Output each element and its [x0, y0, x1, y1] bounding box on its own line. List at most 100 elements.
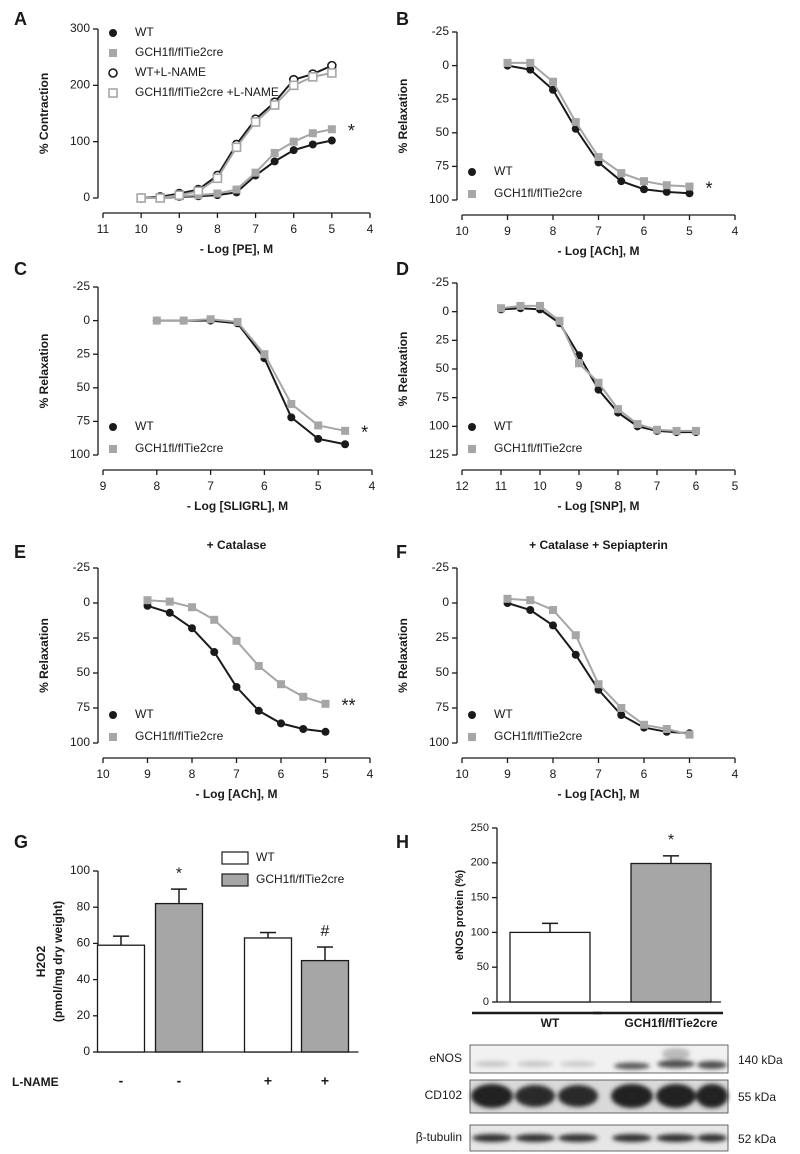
panel-letter: A	[14, 9, 27, 29]
marker	[109, 49, 117, 57]
y-axis-label: H2O2	[34, 946, 48, 978]
y-tick-label: 40	[77, 972, 91, 986]
x-tick-label: 5	[686, 224, 693, 238]
bar	[300, 959, 350, 1053]
y-tick-label: 25	[436, 630, 450, 644]
marker	[662, 187, 671, 196]
x-tick-label: 8	[615, 479, 622, 493]
x-axis-label: - Log [ACh], M	[558, 244, 640, 258]
marker	[503, 58, 512, 67]
y-tick-label: 0	[83, 190, 90, 204]
marker	[152, 316, 161, 325]
marker	[188, 603, 196, 612]
y-tick-label: 100	[429, 419, 449, 433]
marker	[308, 140, 317, 149]
marker	[213, 189, 222, 198]
x-tick-label: 6	[278, 767, 285, 781]
marker	[250, 117, 261, 127]
marker	[233, 317, 242, 326]
marker	[269, 100, 280, 110]
marker	[468, 733, 476, 741]
y-tick-label: 25	[77, 630, 91, 644]
x-tick-label: 10	[96, 767, 110, 781]
marker	[270, 148, 279, 157]
bar	[630, 862, 712, 1003]
panel-letter: C	[14, 259, 27, 279]
marker	[206, 315, 215, 324]
marker	[617, 169, 626, 178]
marker	[468, 190, 476, 198]
blot-label: CD102	[425, 1088, 463, 1102]
marker	[526, 65, 535, 74]
bar	[509, 931, 591, 1003]
x-axis-label: - Log [SLIGRL], M	[187, 499, 288, 513]
blot-label: β-tubulin	[416, 1130, 462, 1144]
significance-mark: *	[176, 865, 182, 882]
marker	[288, 80, 299, 91]
y-tick-label: -25	[432, 560, 450, 574]
marker	[549, 85, 557, 94]
marker	[108, 88, 118, 98]
x-tick-label: 9	[504, 224, 511, 238]
marker	[299, 725, 308, 733]
x-tick-label: 4	[732, 767, 739, 781]
marker	[327, 68, 337, 78]
x-tick-label: +	[264, 1073, 272, 1089]
series-line	[147, 604, 326, 733]
legend-swatch	[221, 851, 249, 865]
x-tick-label: 7	[207, 479, 214, 493]
marker	[549, 621, 557, 630]
bar	[96, 944, 146, 1053]
x-tick-label: 5	[315, 479, 322, 493]
x-tick-label: 9	[504, 767, 511, 781]
marker	[289, 137, 298, 146]
series-line	[507, 64, 690, 195]
marker	[571, 118, 580, 127]
y-tick-label: 250	[471, 822, 489, 834]
y-tick-label: 150	[471, 892, 489, 904]
marker	[299, 692, 308, 701]
y-tick-label: 0	[83, 595, 90, 609]
marker	[270, 157, 279, 166]
blot-size: 140 kDa	[738, 1053, 783, 1067]
y-tick-label: -25	[432, 24, 450, 38]
marker	[526, 596, 535, 605]
marker	[314, 434, 323, 443]
marker	[109, 423, 117, 431]
x-tick-label: 8	[214, 222, 221, 236]
legend-label: WT	[494, 707, 513, 721]
x-tick-label: -	[177, 1073, 182, 1089]
y-tick-label: 60	[77, 936, 91, 950]
x-tick-label: 9	[144, 767, 151, 781]
bar	[243, 937, 293, 1053]
y-tick-label: 50	[77, 380, 91, 394]
legend-label: WT	[494, 164, 513, 178]
y-tick-label: 200	[70, 78, 90, 92]
marker	[277, 719, 285, 728]
x-tick-label: 5	[686, 767, 693, 781]
blot-size: 52 kDa	[738, 1132, 776, 1146]
marker	[617, 711, 626, 719]
x-axis-label: - Log [PE], M	[200, 242, 273, 256]
x-tick-label: 5	[732, 479, 739, 493]
marker	[327, 136, 336, 145]
y-tick-label: 75	[436, 390, 450, 404]
x-tick-label: 4	[732, 224, 739, 238]
marker	[516, 301, 525, 310]
legend-label: WT	[135, 25, 154, 39]
legend-label: GCH1fl/flTie2cre	[135, 441, 224, 455]
series-line	[507, 602, 690, 735]
y-tick-label: 50	[436, 125, 450, 139]
y-tick-label: 100	[70, 447, 90, 461]
x-tick-label: 10	[134, 222, 148, 236]
x-tick-label: 10	[533, 479, 547, 493]
marker	[468, 168, 476, 176]
marker	[165, 608, 174, 617]
marker	[672, 426, 681, 435]
legend-label: GCH1fl/flTie2cre	[256, 872, 345, 886]
x-tick-label: 6	[290, 222, 297, 236]
x-axis-label: - Log [SNP], M	[558, 499, 640, 513]
y-tick-label: 80	[77, 899, 91, 913]
x-tick-label: +	[321, 1073, 329, 1089]
y-tick-label: 100	[471, 926, 489, 938]
